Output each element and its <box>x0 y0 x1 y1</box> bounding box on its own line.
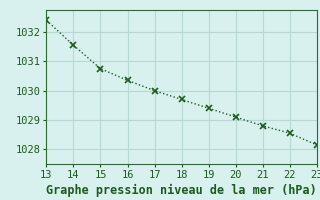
X-axis label: Graphe pression niveau de la mer (hPa): Graphe pression niveau de la mer (hPa) <box>46 184 317 197</box>
